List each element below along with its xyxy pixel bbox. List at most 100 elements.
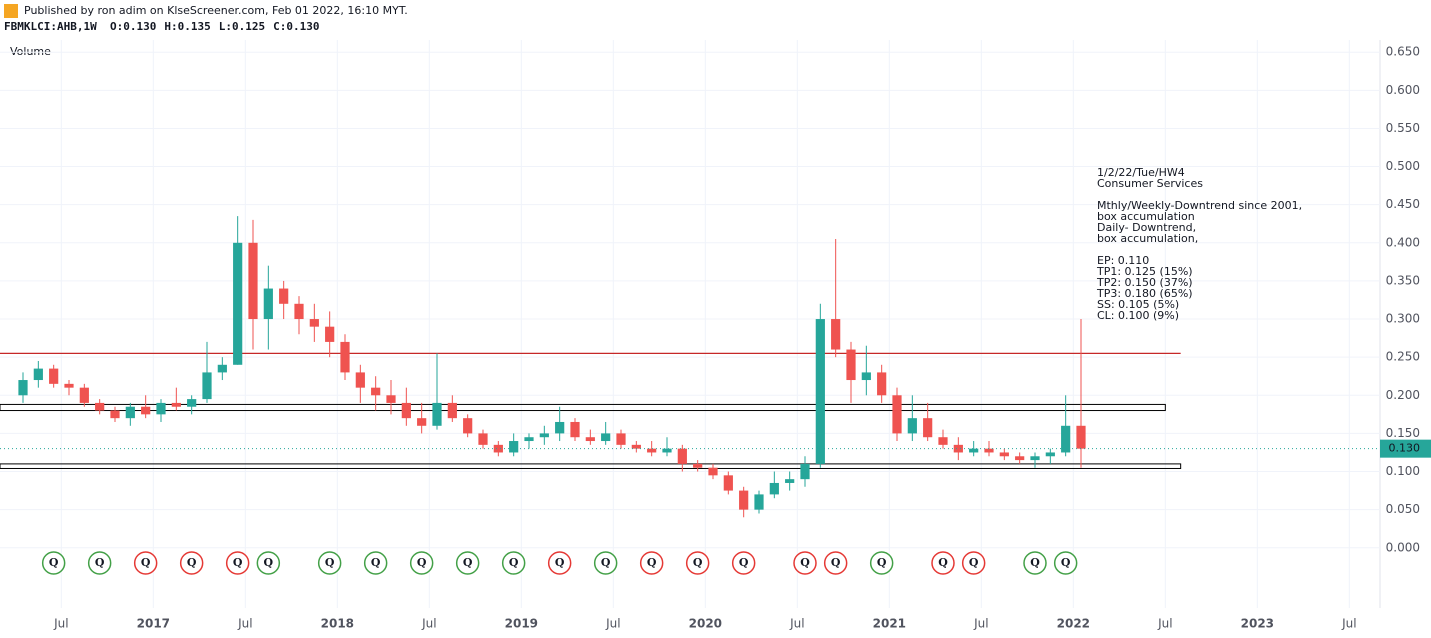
earnings-marker [931,551,955,575]
earnings-marker [731,551,756,575]
earnings-label: Q [371,556,381,569]
earnings-label: Q [187,556,197,569]
candle-body [417,418,427,426]
earnings-marker [41,551,66,575]
earnings-marker [547,551,572,575]
annotation-line: CL: 0.100 (9%) [1097,309,1179,322]
ohlc-value: 0.135 [178,20,211,33]
candle-body [447,402,457,419]
earnings-marker [256,551,281,575]
annotation-line: TP1: 0.125 (15%) [1096,265,1193,278]
earnings-marker [1023,551,1047,575]
earnings-marker [179,551,204,575]
candle-body [233,242,243,365]
x-tick-label: 2019 [505,617,538,631]
x-tick-label: Jul [789,617,804,631]
earnings-marker [685,551,710,575]
candle-body [432,402,442,426]
earnings-label: Q [647,556,657,569]
y-tick-label: 0.500 [1386,159,1420,173]
level-box [0,463,1182,469]
candle-body [923,418,933,438]
candle-body [217,364,227,373]
candle-body [1076,425,1086,449]
candle-body [708,467,718,476]
earnings-label: Q [693,556,703,569]
ohlc-key: L: [219,20,232,33]
earnings-label: Q [417,556,427,569]
candle-body [570,421,580,438]
candle-body [110,410,120,419]
candle-body [156,402,166,415]
earnings-label: Q [264,556,274,569]
symbol: FBMKLCI:AHB,1W [4,20,97,33]
candle-body [631,444,641,449]
earnings-marker [1053,551,1078,575]
candle-body [693,463,703,468]
annotation-line: Consumer Services [1097,177,1203,190]
candle-body [325,326,335,342]
earnings-label: Q [509,556,519,569]
candle-body [355,372,365,388]
last-price-label: 0.130 [1389,442,1421,455]
candle-body [815,319,825,464]
candle-body [33,368,43,381]
y-tick-label: 0.250 [1386,350,1420,364]
x-tick-label: 2022 [1057,617,1090,631]
annotation-line: TP3: 0.180 (65%) [1096,287,1193,300]
x-tick-label: 2020 [689,617,722,631]
earnings-marker [317,551,342,575]
earnings-label: Q [601,556,611,569]
earnings-marker [455,551,480,575]
annotation-line: box accumulation, [1097,232,1198,245]
candle-body [601,433,611,442]
earnings-label: Q [1030,556,1040,569]
candle-body [555,421,565,434]
logo [4,4,18,18]
candle-body [171,402,181,407]
x-tick-label: 2018 [321,617,354,631]
y-tick-label: 0.650 [1386,45,1420,59]
ohlc-key: O: [110,20,123,33]
x-tick-label: Jul [605,617,620,631]
candle-body [892,395,902,434]
candle-body [1061,425,1071,453]
y-tick-label: 0.100 [1386,464,1420,478]
earnings-marker [869,551,894,575]
candle-body [187,399,197,407]
annotation-line: SS: 0.105 (5%) [1097,298,1179,311]
candle-body [969,448,979,453]
earnings-label: Q [831,556,841,569]
earnings-marker [225,551,250,575]
candle-body [539,433,549,438]
candle-body [95,402,105,411]
ohlc-value: 0.130 [123,20,156,33]
y-tick-label: 0.350 [1386,273,1420,287]
candle-body [202,372,212,400]
earnings-label: Q [233,556,243,569]
x-tick-label: 2017 [137,617,170,631]
x-tick-label: 2023 [1241,617,1274,631]
candle-body [279,288,289,304]
candle-body [861,372,871,381]
candle-body [141,406,151,415]
x-tick-label: Jul [973,617,988,631]
candle-body [125,406,135,419]
candle-body [371,387,381,396]
candle-body [877,372,887,396]
y-tick-label: 0.150 [1386,426,1420,440]
y-tick-label: 0.450 [1386,197,1420,211]
y-tick-label: 0.550 [1386,121,1420,135]
candle-body [616,433,626,445]
annotation-line: TP2: 0.150 (37%) [1096,276,1193,289]
candle-body [401,402,411,419]
candle-body [662,448,672,453]
earnings-label: Q [325,556,335,569]
annotation-line: box accumulation [1097,210,1195,223]
candle-body [953,444,963,453]
candle-body [984,448,994,453]
candle-body [723,475,733,491]
earnings-label: Q [739,556,749,569]
level-box [0,403,1166,412]
